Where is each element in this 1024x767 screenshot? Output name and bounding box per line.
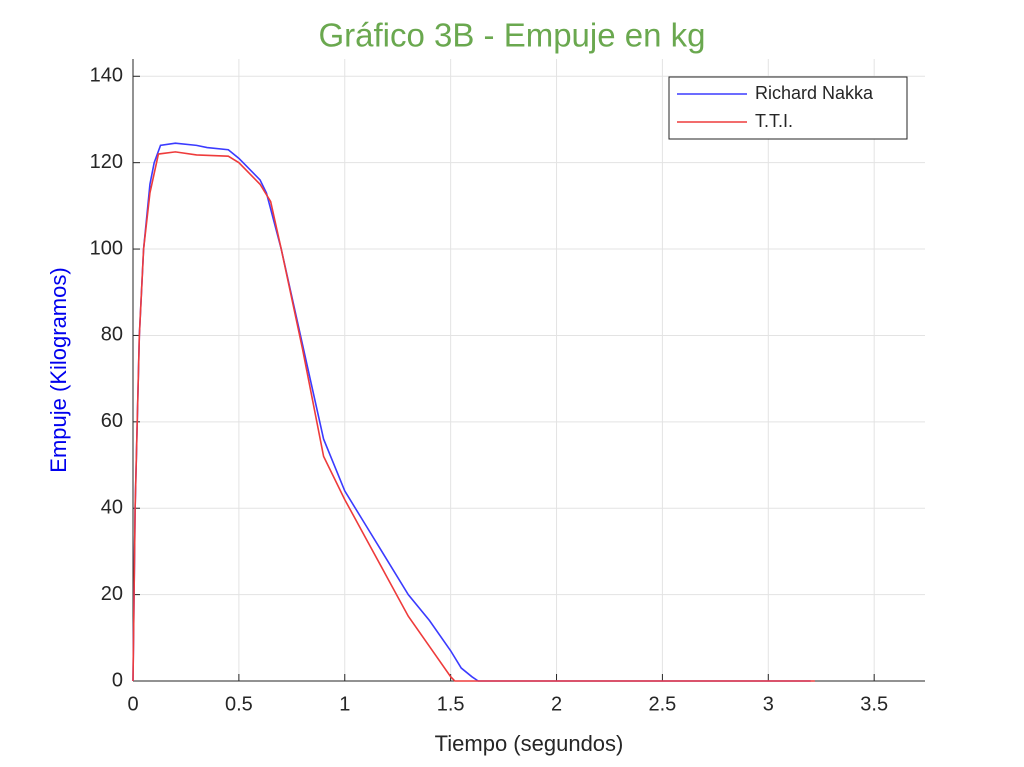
x-tick-label: 3.5 [860,693,888,715]
series-line [132,142,811,682]
y-axis-label: Empuje (Kilogramos) [46,267,71,472]
x-tick-label: 1 [339,693,350,715]
y-tick-label: 120 [90,151,123,173]
y-tick-label: 100 [90,237,123,259]
legend-label: T.T.I. [755,111,793,131]
y-tick-label: 40 [101,497,123,519]
x-tick-label: 2.5 [649,693,677,715]
y-tick-label: 140 [90,65,123,87]
x-tick-label: 0.5 [225,693,253,715]
legend-label: Richard Nakka [755,83,874,103]
y-tick-label: 20 [101,583,123,605]
chart-title: Gráfico 3B - Empuje en kg [318,17,705,54]
x-axis-label: Tiempo (segundos) [435,731,624,756]
x-tick-label: 3 [763,693,774,715]
y-tick-label: 0 [112,669,123,691]
legend-box [668,76,908,140]
series-line [132,151,815,682]
x-tick-label: 1.5 [437,693,465,715]
y-tick-label: 80 [101,324,123,346]
y-tick-label: 60 [101,410,123,432]
x-tick-label: 2 [551,693,562,715]
x-tick-label: 0 [127,693,138,715]
plot-area [133,59,925,681]
